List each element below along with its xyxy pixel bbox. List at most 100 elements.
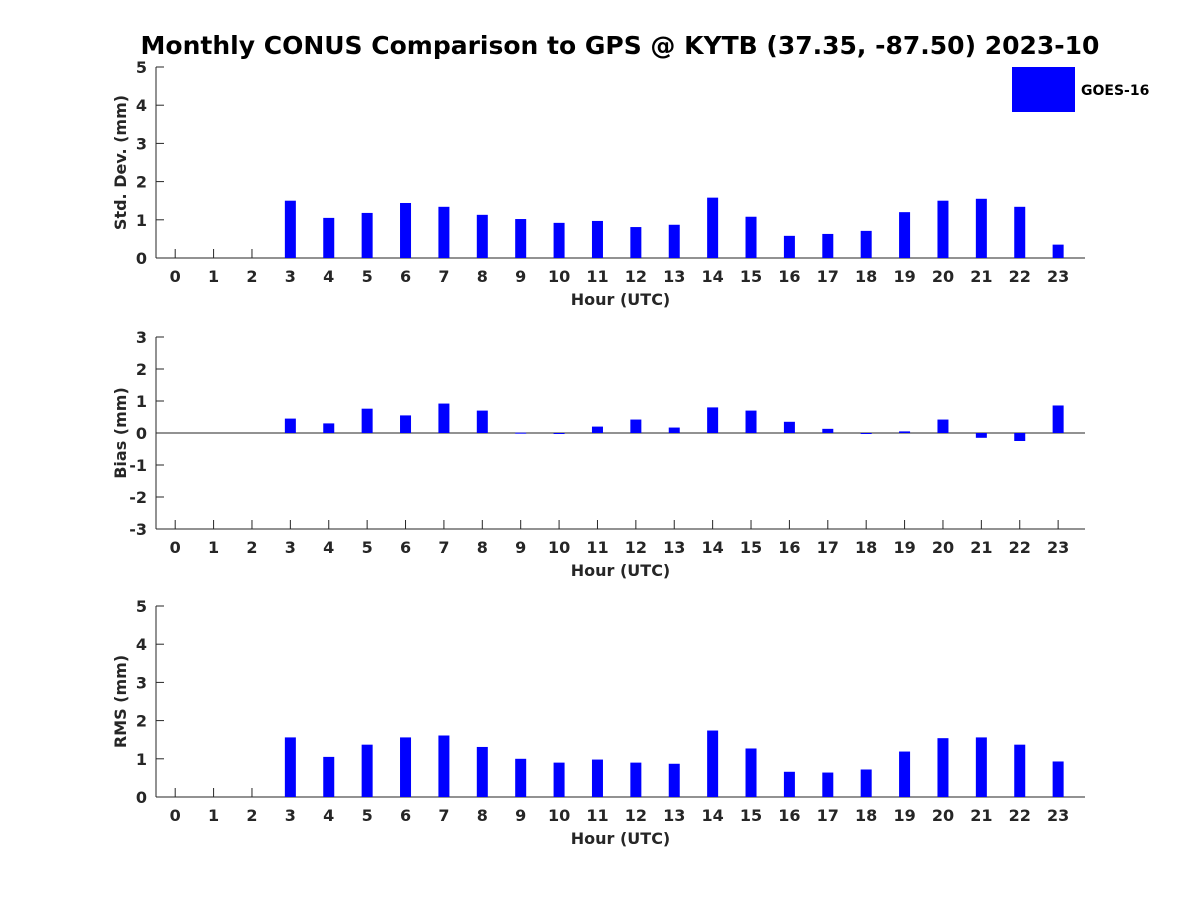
bias-x-tick-label: 8 — [477, 538, 488, 557]
std-dev-x-axis-label: Hour (UTC) — [571, 290, 671, 309]
rms-x-tick-label: 11 — [586, 806, 608, 825]
bias-bar-hour-5 — [361, 408, 373, 433]
bias-bar-hour-7 — [438, 403, 450, 433]
bias-x-tick-label: 12 — [625, 538, 647, 557]
bias-y-tick-label: 2 — [136, 360, 147, 379]
rms-bar-hour-3 — [284, 737, 296, 797]
std-dev-y-tick-label: 2 — [136, 173, 147, 192]
rms-x-tick-label: 4 — [323, 806, 334, 825]
std-dev-y-tick-label: 0 — [136, 249, 147, 268]
std-dev-x-tick-label: 10 — [548, 267, 570, 286]
std-dev-x-tick-label: 21 — [970, 267, 992, 286]
bias-x-tick-label: 15 — [740, 538, 762, 557]
std-dev-x-tick-label: 17 — [817, 267, 839, 286]
rms-x-tick-label: 21 — [970, 806, 992, 825]
bias-y-tick-label: -1 — [129, 456, 147, 475]
rms-y-tick-label: 1 — [136, 750, 147, 769]
rms-bar-hour-16 — [783, 771, 795, 797]
bias-x-axis-label: Hour (UTC) — [571, 561, 671, 580]
std-dev-x-tick-label: 4 — [323, 267, 334, 286]
legend: GOES-16 — [1012, 67, 1149, 112]
legend-label: GOES-16 — [1081, 83, 1149, 99]
std-dev-x-tick-label: 14 — [701, 267, 723, 286]
bias-x-tick-label: 1 — [208, 538, 219, 557]
rms-bar-hour-11 — [591, 759, 603, 797]
bias-x-tick-label: 22 — [1009, 538, 1031, 557]
std-dev-bar-hour-10 — [553, 222, 565, 258]
bias-x-tick-label: 19 — [893, 538, 915, 557]
rms-x-tick-label: 20 — [932, 806, 954, 825]
rms-bar-hour-13 — [668, 763, 680, 797]
rms-x-tick-label: 2 — [246, 806, 257, 825]
rms-x-tick-label: 12 — [625, 806, 647, 825]
bias-bar-hour-22 — [1014, 433, 1026, 441]
rms-x-tick-label: 10 — [548, 806, 570, 825]
rms-y-tick-label: 3 — [136, 673, 147, 692]
rms-bar-hour-20 — [937, 738, 949, 797]
rms-bar-hour-23 — [1052, 761, 1064, 797]
std-dev-y-tick-label: 1 — [136, 211, 147, 230]
std-dev-x-tick-label: 12 — [625, 267, 647, 286]
bias-bar-hour-8 — [476, 410, 488, 433]
bias-bar-hour-11 — [591, 426, 603, 433]
std-dev-bar-hour-17 — [822, 233, 834, 258]
std-dev-bar-hour-23 — [1052, 244, 1064, 258]
rms-bar-hour-14 — [707, 730, 719, 797]
bias-y-tick-label: -2 — [129, 488, 147, 507]
std-dev-y-axis-label: Std. Dev. (mm) — [111, 95, 130, 230]
std-dev-bar-hour-16 — [783, 235, 795, 258]
std-dev-bar-hour-22 — [1014, 206, 1026, 258]
bias-y-tick-label: 3 — [136, 328, 147, 347]
bias-x-tick-label: 2 — [246, 538, 257, 557]
bias-x-tick-label: 14 — [701, 538, 723, 557]
std-dev-bar-hour-15 — [745, 216, 757, 258]
bias-bar-hour-6 — [400, 415, 412, 433]
rms-bar-hour-15 — [745, 748, 757, 797]
std-dev-x-tick-label: 3 — [285, 267, 296, 286]
std-dev-bar-hour-19 — [899, 212, 911, 258]
bias-bar-hour-21 — [975, 433, 987, 438]
bias-x-tick-label: 16 — [778, 538, 800, 557]
std-dev-bar-hour-11 — [591, 220, 603, 258]
bias-x-tick-label: 18 — [855, 538, 877, 557]
rms-bar-hour-17 — [822, 772, 834, 797]
bias-bar-hour-16 — [783, 421, 795, 433]
std-dev-x-tick-label: 2 — [246, 267, 257, 286]
bias-y-tick-label: 0 — [136, 424, 147, 443]
bias-bar-hour-4 — [323, 423, 335, 433]
std-dev-x-tick-label: 15 — [740, 267, 762, 286]
std-dev-x-tick-label: 6 — [400, 267, 411, 286]
std-dev-x-tick-label: 0 — [170, 267, 181, 286]
rms-bar-hour-9 — [515, 758, 527, 797]
rms-y-tick-label: 5 — [136, 597, 147, 616]
std-dev-x-tick-label: 8 — [477, 267, 488, 286]
rms-x-tick-label: 3 — [285, 806, 296, 825]
std-dev-bar-hour-18 — [860, 230, 872, 258]
rms-bar-hour-18 — [860, 769, 872, 797]
rms-bar-hour-21 — [975, 737, 987, 797]
bias-bar-hour-13 — [668, 427, 680, 433]
rms-x-tick-label: 18 — [855, 806, 877, 825]
bias-x-tick-label: 13 — [663, 538, 685, 557]
std-dev-x-tick-label: 20 — [932, 267, 954, 286]
bias-x-tick-label: 6 — [400, 538, 411, 557]
bias-bar-hour-19 — [899, 431, 911, 433]
rms-x-tick-label: 23 — [1047, 806, 1069, 825]
std-dev-bar-hour-3 — [284, 200, 296, 258]
rms-bar-hour-7 — [438, 735, 450, 797]
std-dev-x-tick-label: 19 — [893, 267, 915, 286]
rms-y-axis-label: RMS (mm) — [111, 655, 130, 748]
rms-x-tick-label: 16 — [778, 806, 800, 825]
bias-y-tick-label: -3 — [129, 520, 147, 539]
bias-bar-hour-15 — [745, 410, 757, 433]
rms-x-tick-label: 22 — [1009, 806, 1031, 825]
rms-x-tick-label: 0 — [170, 806, 181, 825]
bias-x-tick-label: 0 — [170, 538, 181, 557]
bias-x-tick-label: 17 — [817, 538, 839, 557]
std-dev-bar-hour-13 — [668, 224, 680, 258]
std-dev-x-tick-label: 7 — [438, 267, 449, 286]
bias-bar-hour-23 — [1052, 405, 1064, 433]
